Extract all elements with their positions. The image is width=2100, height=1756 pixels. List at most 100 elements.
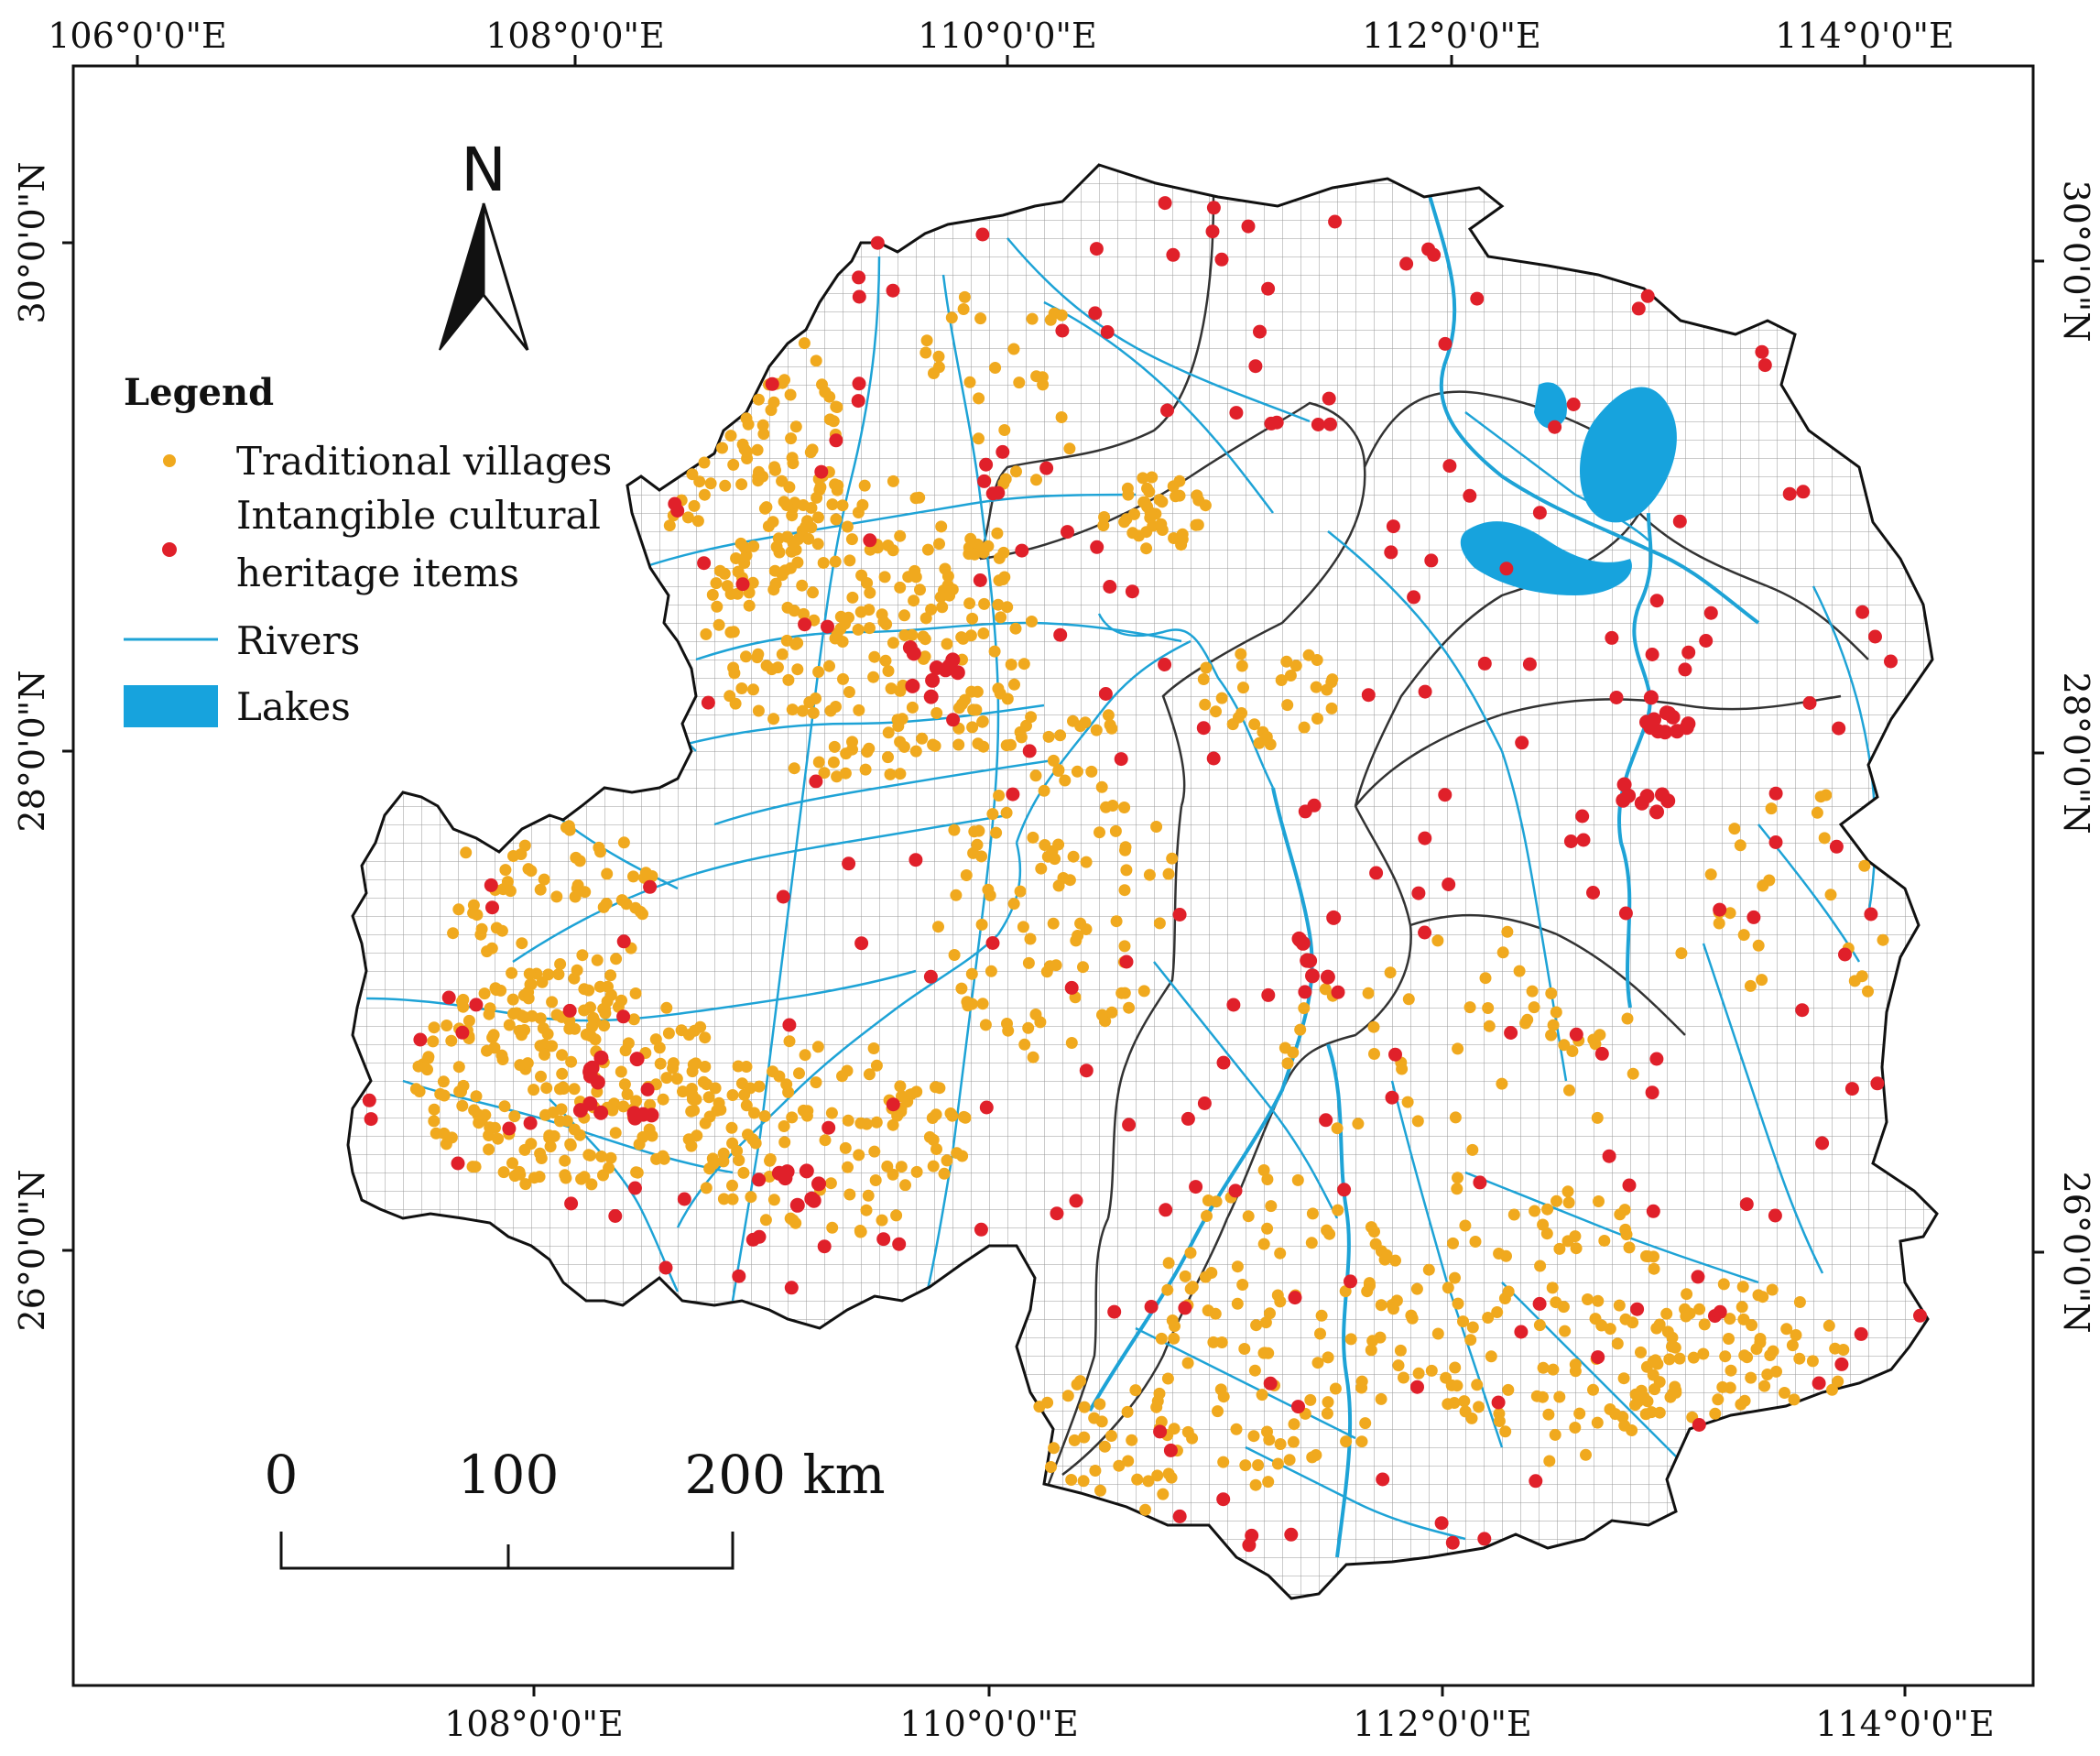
heritage-point <box>640 1082 655 1096</box>
village-point <box>783 481 796 494</box>
village-point <box>984 889 996 901</box>
heritage-point <box>502 1121 517 1136</box>
village-point <box>950 889 963 901</box>
village-point <box>1638 1391 1650 1403</box>
village-point <box>1048 1442 1061 1455</box>
village-point <box>1155 518 1168 530</box>
village-point <box>1483 1020 1496 1032</box>
village-point <box>978 597 991 610</box>
village-point <box>571 964 583 976</box>
heritage-point <box>1264 416 1278 431</box>
heritage-point <box>1241 219 1256 234</box>
heritage-point <box>1645 648 1659 661</box>
heritage-point <box>1153 1424 1168 1439</box>
village-point <box>1329 1382 1342 1395</box>
village-point <box>756 470 769 483</box>
heritage-point <box>1300 953 1315 968</box>
village-point <box>735 478 748 491</box>
village-point <box>1007 343 1020 355</box>
village-point <box>556 1067 569 1080</box>
village-point <box>1611 1337 1624 1350</box>
legend-lake-symbol <box>124 685 218 727</box>
village-point <box>1401 1096 1414 1108</box>
heritage-point <box>1630 1302 1645 1316</box>
village-point <box>1235 660 1248 672</box>
village-point <box>1728 823 1741 835</box>
village-point <box>1217 1456 1230 1468</box>
village-point <box>1770 1365 1782 1378</box>
village-point <box>1013 376 1026 389</box>
village-point <box>1745 1371 1757 1384</box>
village-point <box>985 965 997 977</box>
river <box>1043 300 1274 514</box>
heritage-point <box>1602 1149 1616 1163</box>
heritage-point <box>765 376 779 391</box>
village-point <box>699 1061 712 1073</box>
village-point <box>1260 731 1273 743</box>
village-point <box>1591 1111 1604 1124</box>
village-point <box>457 1079 470 1092</box>
heritage-point <box>1640 289 1655 303</box>
village-point <box>973 824 985 837</box>
village-point <box>615 894 628 907</box>
village-point <box>560 1172 572 1184</box>
village-point <box>554 958 567 970</box>
village-point <box>971 685 984 698</box>
village-point <box>1014 725 1027 738</box>
village-point <box>1118 516 1131 529</box>
village-point <box>898 740 910 753</box>
heritage-point <box>735 577 750 592</box>
village-point <box>469 1161 482 1173</box>
heritage-point <box>776 889 790 904</box>
river <box>786 256 881 917</box>
heritage-point <box>1376 1472 1390 1487</box>
village-point <box>1233 711 1245 724</box>
village-point <box>1009 622 1022 635</box>
village-point <box>1088 1412 1101 1424</box>
heritage-point <box>1445 1535 1460 1550</box>
heritage-point <box>485 900 499 915</box>
village-point <box>1398 1371 1409 1384</box>
village-point <box>738 1088 751 1101</box>
river <box>923 933 982 1302</box>
village-point <box>1143 868 1156 881</box>
village-point <box>1724 907 1736 920</box>
village-point <box>1529 1205 1541 1217</box>
village-point <box>810 693 822 704</box>
village-point <box>630 1095 643 1107</box>
village-point <box>1077 1475 1090 1488</box>
village-point <box>908 594 920 607</box>
heritage-point <box>1855 605 1870 619</box>
village-point <box>930 1081 941 1094</box>
village-point <box>1653 1318 1666 1331</box>
village-point <box>1029 1009 1042 1020</box>
village-point <box>1621 1012 1634 1025</box>
village-point <box>1322 1351 1334 1364</box>
village-point <box>1451 1380 1463 1392</box>
village-point <box>1030 474 1042 486</box>
village-point <box>910 1165 923 1178</box>
village-point <box>1249 1478 1262 1491</box>
admin-boundary <box>1355 694 1842 807</box>
heritage-point <box>1442 878 1456 891</box>
village-point <box>843 686 855 698</box>
village-point <box>1000 806 1013 819</box>
village-point <box>1281 1057 1294 1070</box>
village-point <box>609 1127 622 1140</box>
village-point <box>1311 654 1323 666</box>
village-point <box>882 751 894 764</box>
heritage-point <box>1692 1418 1706 1432</box>
heritage-point <box>1088 306 1103 321</box>
village-point <box>1321 1224 1333 1237</box>
village-point <box>1653 1406 1666 1419</box>
right-lat-labels: 30°0'0"N 28°0'0"N 26°0'0"N <box>2056 180 2096 1334</box>
village-point <box>1491 1306 1504 1318</box>
village-point <box>1534 1260 1547 1272</box>
village-point <box>603 1162 615 1174</box>
village-point <box>1143 485 1156 498</box>
heritage-point <box>1361 688 1376 703</box>
village-point <box>438 1089 451 1102</box>
village-point <box>1068 1434 1081 1446</box>
village-point <box>1025 711 1038 724</box>
village-point <box>1359 1417 1372 1430</box>
